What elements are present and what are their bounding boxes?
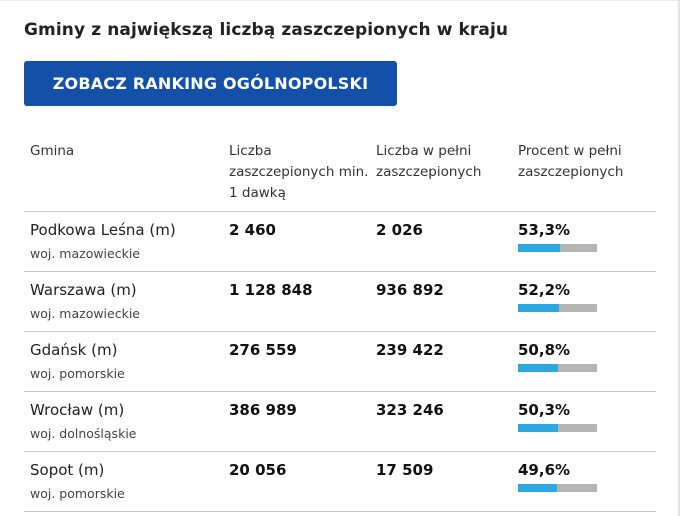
column-header-full: Liczba w pełni zaszczepionych [376, 143, 482, 180]
voivodeship-label: woj. mazowieckie [30, 306, 140, 321]
full-count: 239 422 [376, 341, 444, 359]
percent-bar [518, 244, 597, 252]
percent-bar [518, 304, 597, 312]
full-count: 17 509 [376, 461, 434, 479]
gmina-name: Podkowa Leśna (m) [30, 221, 176, 239]
voivodeship-label: woj. mazowieckie [30, 246, 140, 261]
national-ranking-button[interactable]: ZOBACZ RANKING OGÓLNOPOLSKI [24, 61, 397, 106]
dose1-count: 276 559 [229, 341, 297, 359]
vaccination-table: Gmina Liczba zaszczepionych min. 1 dawką… [24, 136, 656, 512]
percent-value: 53,3% [518, 221, 571, 239]
percent-value: 50,3% [518, 401, 571, 419]
percent-bar-fill [518, 364, 559, 372]
gmina-name: Wrocław (m) [30, 401, 125, 419]
full-count: 323 246 [376, 401, 444, 419]
table-row: Gdańsk (m) woj. pomorskie 276 559 239 42… [24, 332, 656, 392]
dose1-count: 1 128 848 [229, 281, 313, 299]
dose1-count: 386 989 [229, 401, 297, 419]
column-header-dose1: Liczba zaszczepionych min. 1 dawką [229, 143, 369, 201]
dose1-count: 2 460 [229, 221, 276, 239]
percent-bar-fill [518, 484, 558, 492]
percent-bar-fill [518, 244, 561, 252]
full-count: 936 892 [376, 281, 444, 299]
top-border [0, 0, 680, 1]
section-title: Gminy z największą liczbą zaszczepionych… [24, 20, 509, 40]
table-row: Warszawa (m) woj. mazowieckie 1 128 848 … [24, 272, 656, 332]
percent-bar [518, 364, 597, 372]
dose1-count: 20 056 [229, 461, 287, 479]
gmina-name: Sopot (m) [30, 461, 105, 479]
table-row: Podkowa Leśna (m) woj. mazowieckie 2 460… [24, 212, 656, 272]
gmina-name: Warszawa (m) [30, 281, 137, 299]
voivodeship-label: woj. pomorskie [30, 486, 125, 501]
scrollbar-edge [678, 0, 680, 516]
percent-bar-fill [518, 304, 560, 312]
table-row: Sopot (m) woj. pomorskie 20 056 17 509 4… [24, 452, 656, 512]
voivodeship-label: woj. pomorskie [30, 366, 125, 381]
table-header: Gmina Liczba zaszczepionych min. 1 dawką… [24, 136, 656, 212]
column-header-gmina: Gmina [30, 143, 75, 159]
table-row: Wrocław (m) woj. dolnośląskie 386 989 32… [24, 392, 656, 452]
column-header-percent: Procent w pełni zaszczepionych [518, 143, 624, 180]
percent-bar-fill [518, 424, 558, 432]
percent-bar [518, 484, 597, 492]
gmina-name: Gdańsk (m) [30, 341, 118, 359]
percent-value: 52,2% [518, 281, 571, 299]
percent-value: 49,6% [518, 461, 571, 479]
voivodeship-label: woj. dolnośląskie [30, 426, 137, 441]
full-count: 2 026 [376, 221, 423, 239]
percent-bar [518, 424, 597, 432]
percent-value: 50,8% [518, 341, 571, 359]
